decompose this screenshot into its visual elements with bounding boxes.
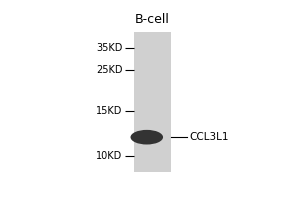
Bar <box>134 32 171 172</box>
Text: CCL3L1: CCL3L1 <box>190 132 229 142</box>
Text: 35KD: 35KD <box>96 43 122 53</box>
Text: 15KD: 15KD <box>96 106 122 116</box>
Ellipse shape <box>130 130 163 145</box>
Text: 25KD: 25KD <box>96 65 122 75</box>
Text: B-cell: B-cell <box>135 13 170 26</box>
Text: 10KD: 10KD <box>96 151 122 161</box>
